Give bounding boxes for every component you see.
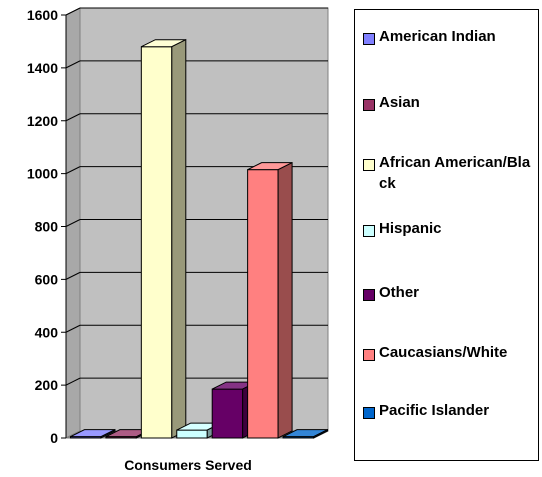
gridline (65, 377, 81, 386)
bar-front (140, 46, 173, 439)
legend-item: Caucasians/White (363, 344, 539, 363)
legend-item: Pacific Islander (363, 402, 539, 421)
legend: American Indian Asian African American/Bla… (354, 9, 539, 461)
bars (69, 38, 329, 439)
y-tick-label: 600 (35, 271, 59, 287)
legend-swatch (363, 407, 375, 419)
bar-side (277, 161, 293, 439)
bar-side (171, 38, 187, 439)
legend-item: Hispanic (363, 220, 539, 239)
bar-front (211, 388, 244, 439)
gridline (65, 7, 81, 16)
y-tick-label: 1400 (27, 60, 58, 76)
legend-item: African American/Black (363, 154, 539, 194)
bar (69, 428, 116, 439)
bar-side (313, 428, 329, 439)
y-tick-label: 0 (50, 430, 58, 446)
legend-swatch (363, 33, 375, 45)
legend-label: Hispanic (379, 220, 442, 237)
legend-label: American Indian (379, 28, 496, 45)
bar-side (100, 428, 116, 439)
legend-item: Other (363, 284, 539, 303)
legend-label: Caucasians/White (379, 344, 508, 361)
legend-item: American Indian (363, 28, 539, 47)
gridline (65, 271, 81, 280)
gridline (65, 166, 81, 175)
bar-front (176, 429, 208, 439)
legend-swatch (363, 289, 375, 301)
bar (247, 161, 293, 439)
legend-label: Asian (379, 94, 420, 111)
gridline (65, 60, 81, 69)
legend-swatch (363, 99, 375, 111)
y-tick-label: 200 (35, 377, 59, 393)
y-tick-label: 800 (35, 219, 59, 235)
legend-item: Asian (363, 94, 539, 113)
legend-label: African American/Black (379, 154, 531, 192)
y-axis-ticks: 0 200 400 600 800 1000 1200 1400 1600 (27, 7, 67, 446)
y-tick-label: 1200 (27, 113, 58, 129)
y-tick-label: 400 (35, 324, 59, 340)
gridline (65, 113, 81, 122)
y-tick-label: 1600 (27, 7, 58, 23)
bar (140, 38, 187, 439)
legend-swatch (363, 225, 375, 237)
x-axis-title: Consumers Served (124, 457, 252, 473)
gridline (65, 219, 81, 227)
gridline (65, 324, 81, 333)
y-tick-label: 1000 (27, 166, 58, 182)
legend-label: Pacific Islander (379, 402, 490, 419)
legend-label: Other (379, 284, 420, 301)
legend-swatch (363, 349, 375, 361)
bar (282, 428, 329, 439)
bar-front (247, 169, 279, 439)
legend-swatch (363, 159, 375, 171)
